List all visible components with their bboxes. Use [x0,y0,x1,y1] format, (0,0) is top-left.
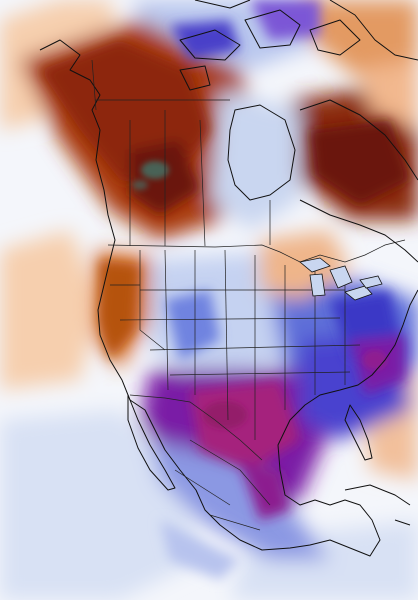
great-lakes [299,257,383,301]
borders [91,59,406,531]
anomaly-detail [40,0,410,580]
coastlines [39,0,418,557]
